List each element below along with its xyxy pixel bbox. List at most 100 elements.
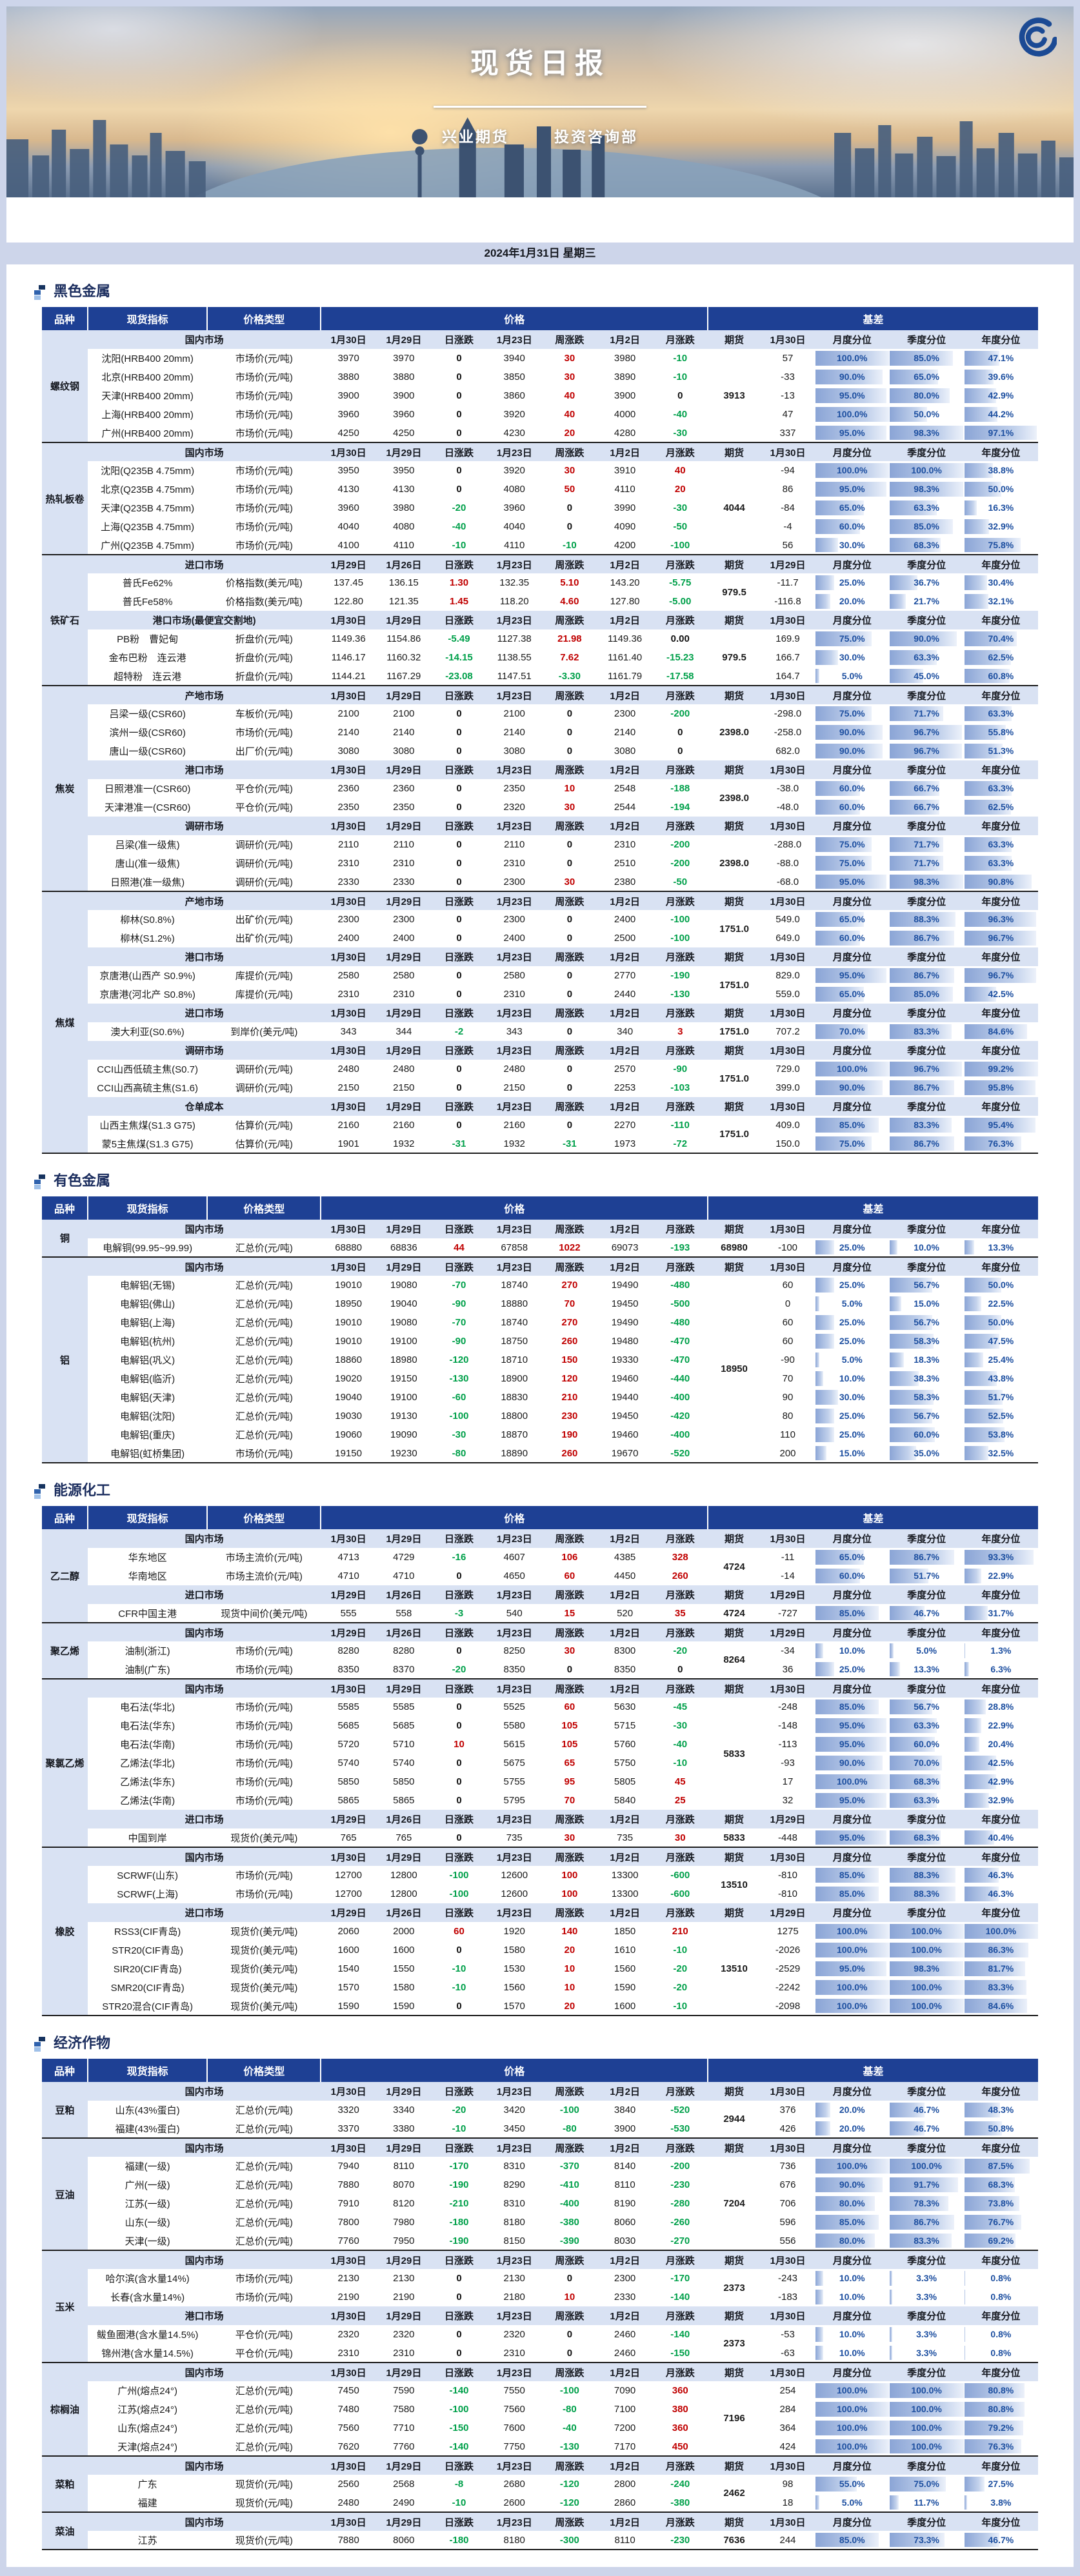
price-date-header: 1月30日 [321, 2306, 376, 2325]
price-date-header: 1月30日 [321, 1220, 376, 1238]
percentile-cell: 70.0% [889, 1754, 963, 1772]
percentile-value: 100.0% [911, 2404, 942, 2414]
percentile-bar [964, 519, 989, 534]
basis-value-cell: 0 [785, 1298, 791, 1309]
price-date-header: 周涨跌 [542, 1847, 597, 1866]
percentile-value: 97.1% [988, 427, 1014, 438]
price-date-header: 日涨跌 [431, 685, 487, 704]
data-row: 电解铝(重庆) 汇总价(元/吨) 19060 19090 -30 18870 190 1946… [42, 1425, 1038, 1444]
price-cell: 5580 [503, 1720, 525, 1731]
col-price-type: 价格类型 [207, 1196, 322, 1220]
percentile-cell: 3.3% [889, 2269, 963, 2288]
price-cell: 19080 [390, 1280, 417, 1291]
data-row: 山东(一级) 汇总价(元/吨) 7800 7980 -180 8180 -380 8060 -2… [42, 2213, 1038, 2232]
percentile-value: 68.3% [914, 1832, 939, 1843]
market-label: 国内市场 [88, 442, 321, 461]
percentile-col-header: 年度分位 [963, 1256, 1038, 1276]
indicator-cell: 滨州一级(CSR60) [109, 728, 186, 738]
price-cell: 2190 [393, 2292, 415, 2303]
price-cell: 2100 [503, 708, 525, 719]
price-cell: 18900 [501, 1373, 528, 1384]
price-date-header: 月涨跌 [652, 1004, 708, 1022]
data-row: CCI山西低硫主焦(S0.7) 调研价(元/吨) 2480 2480 0 2480 0 257… [42, 1060, 1038, 1084]
change-cell: -170 [670, 2273, 690, 2284]
futures-price-cell: 7196 [723, 2413, 745, 2424]
data-row: 吕梁一级(CSR60) 车板价(元/吨) 2100 2100 0 2100 0 2300 -20… [42, 704, 1038, 738]
price-type-cell: 市场价(元/吨) [235, 372, 293, 383]
indicator-cell: SCRWF(上海) [117, 1889, 178, 1900]
price-date-header: 1月2日 [597, 611, 653, 629]
basis-value-cell: 424 [779, 2441, 796, 2452]
change-cell: -70 [452, 1317, 466, 1328]
percentile-cell: 63.3% [889, 499, 963, 517]
change-cell: -240 [670, 2479, 690, 2490]
change-cell: -80 [563, 2123, 577, 2134]
price-date-header: 1月30日 [321, 2455, 376, 2475]
percentile-cell: 95.0% [815, 386, 889, 405]
percentile-bar [890, 1427, 935, 1442]
price-date-header: 1月23日 [486, 1220, 543, 1238]
percentile-cell: 100.0% [889, 1941, 964, 1959]
percentile-value: 75.0% [839, 708, 865, 718]
percentile-bar [815, 856, 872, 871]
percentile-bar [815, 1371, 823, 1386]
percentile-cell: 90.0% [815, 723, 889, 742]
percentile-value: 95.0% [839, 1832, 865, 1843]
percentile-value: 25.0% [839, 1280, 865, 1290]
indicator-cell: 电石法(华南) [120, 1739, 175, 1750]
percentile-value: 90.0% [839, 746, 865, 756]
percentile-value: 5.0% [841, 1298, 863, 1309]
col-price-type: 价格类型 [207, 2059, 322, 2082]
percentile-value: 83.3% [914, 1026, 939, 1036]
section-title-ferrous: 黑色金属 [34, 280, 1038, 301]
market-subheader-row: 铁矿石 进口市场 1月29日 1月26日 日涨跌 1月23日 周涨跌 1月2日 月涨跌 期货 1月2… [42, 554, 1038, 686]
variety-cell: 豆油 [42, 2137, 88, 2250]
percentile-col-header: 月度分位 [815, 1810, 890, 1828]
percentile-value: 86.7% [914, 1552, 939, 1562]
price-type-cell: 汇总价(元/吨) [235, 2441, 293, 2453]
percentile-cell: 42.5% [964, 985, 1038, 1004]
org-name: 兴业期货 [442, 128, 509, 145]
percentile-cell: 80.0% [815, 2194, 889, 2213]
price-cell: 558 [395, 1607, 412, 1619]
percentile-cell: 63.3% [964, 704, 1038, 723]
basis-value-cell: -298.0 [774, 708, 802, 719]
data-row: 柳林(S1.2%) 出矿价(元/吨) 2400 2400 0 2400 0 2500 -100 6… [42, 929, 1038, 947]
change-cell: -110 [670, 1120, 690, 1131]
futures-price-cell: 8264 [723, 1654, 745, 1665]
percentile-bar [815, 519, 861, 534]
change-cell: 30 [564, 372, 575, 382]
percentile-bar [815, 800, 861, 815]
percentile-bar [815, 2402, 890, 2417]
percentile-bar [964, 1080, 1036, 1095]
change-cell: 0 [456, 1701, 462, 1712]
data-row: 乙烯法(华北) 市场价(元/吨) 5740 5740 0 5675 65 5750 -10 -93… [42, 1754, 1038, 1772]
percentile-cell: 90.0% [815, 742, 889, 760]
percentile-value: 25.0% [839, 1411, 865, 1421]
price-cell: 4090 [614, 521, 636, 532]
percentile-col-header: 季度分位 [889, 2362, 964, 2381]
percentile-value: 65.0% [839, 914, 865, 924]
price-cell: 2400 [614, 914, 636, 925]
percentile-value: 46.7% [914, 1607, 939, 1618]
table-main-header: 品种 现货指标 价格类型 价格 基差 [42, 1196, 1038, 1220]
percentile-cell: 97.1% [964, 424, 1038, 442]
percentile-value: 80.8% [988, 2404, 1014, 2414]
price-cell: 3960 [337, 409, 359, 420]
percentile-value: 98.3% [914, 484, 939, 494]
percentile-cell: 100.0% [889, 2381, 964, 2400]
market-subheader-row: 进口市场 1月29日 1月26日 日涨跌 1月23日 周涨跌 1月2日 月涨跌 期货 1月29日月… [42, 1810, 1038, 1828]
price-cell: 1932 [393, 1138, 415, 1149]
price-cell: 765 [395, 1832, 412, 1843]
percentile-value: 3.3% [916, 2292, 937, 2302]
price-date-header: 1月29日 [375, 685, 432, 704]
change-cell: -90 [452, 1336, 466, 1347]
percentile-bar [890, 500, 937, 515]
percentile-bar [964, 631, 1017, 646]
price-cell: 1127.38 [497, 633, 532, 644]
price-cell: 8150 [503, 2235, 525, 2246]
percentile-col-header: 月度分位 [815, 554, 890, 573]
price-cell: 7750 [503, 2441, 525, 2452]
futures-col-header: 期货 [708, 1585, 761, 1604]
change-cell: 260 [561, 1447, 578, 1459]
